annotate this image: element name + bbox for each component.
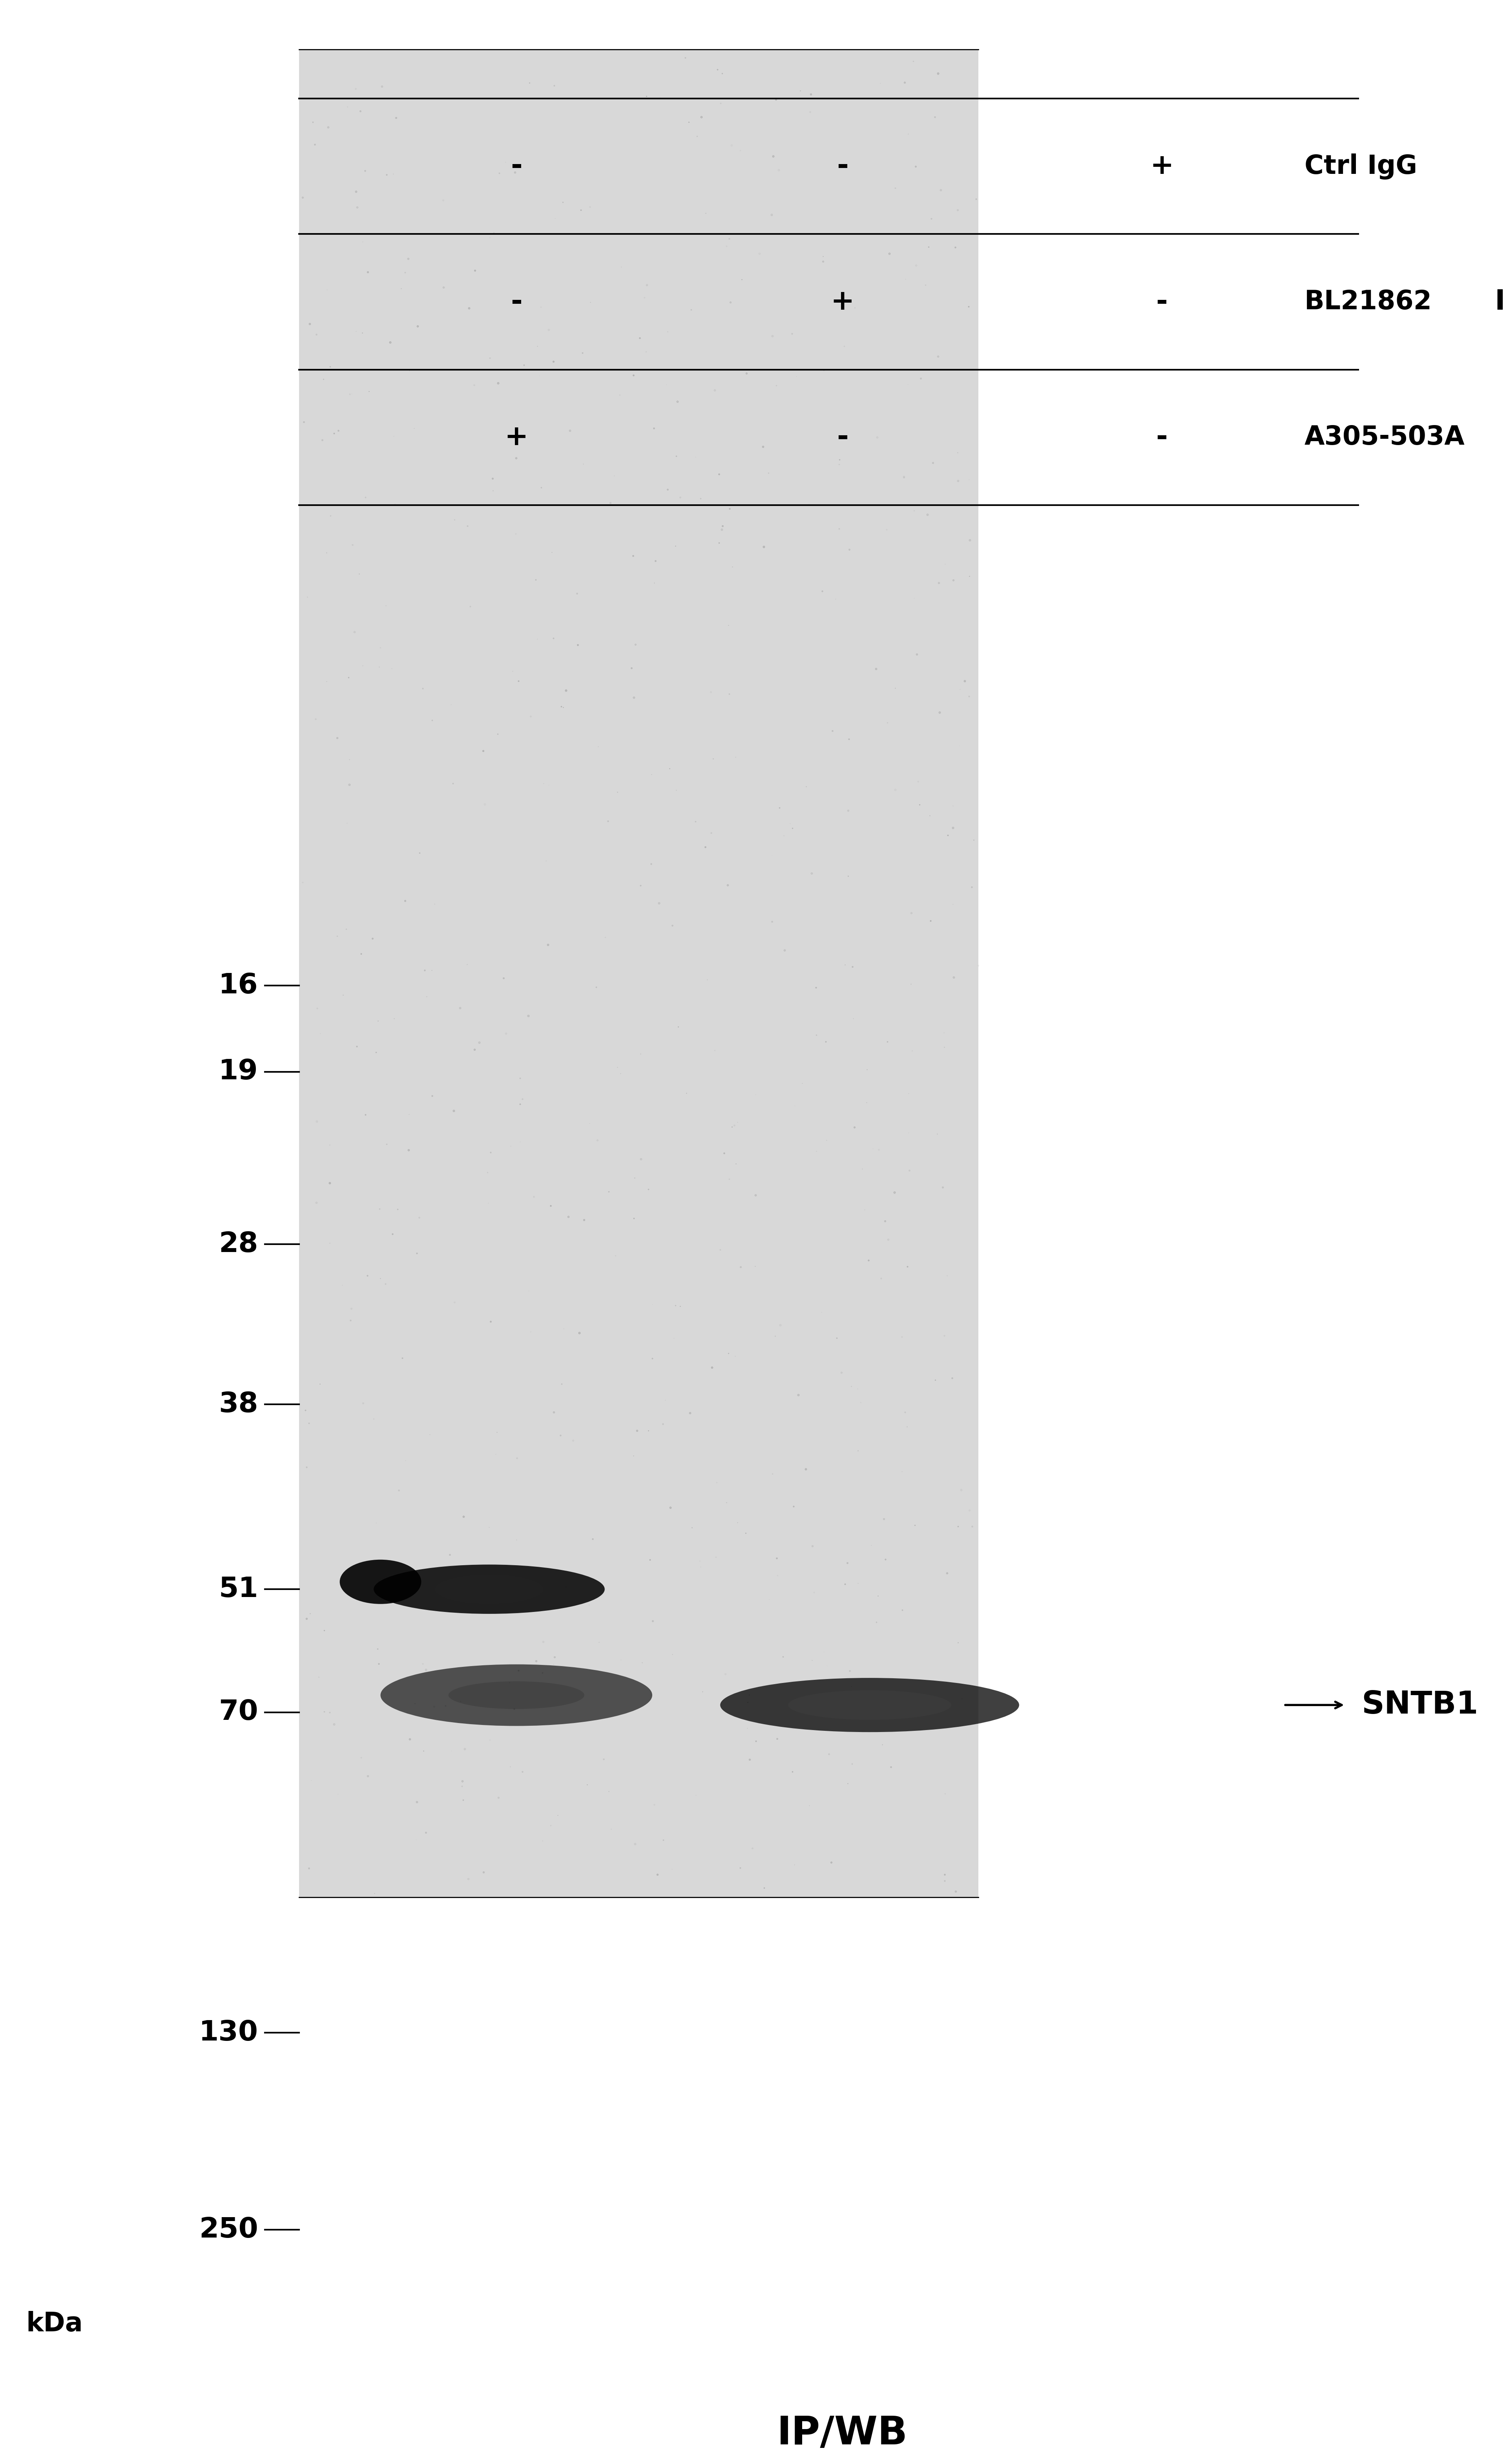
Text: 70: 70 bbox=[219, 1698, 258, 1725]
Text: -: - bbox=[511, 288, 523, 315]
Text: IP/WB: IP/WB bbox=[778, 2415, 907, 2452]
Text: 19: 19 bbox=[219, 1057, 258, 1084]
Text: 51: 51 bbox=[219, 1574, 258, 1602]
Text: 130: 130 bbox=[199, 2018, 258, 2045]
Ellipse shape bbox=[380, 1663, 653, 1725]
Bar bbox=[298, 49, 978, 1897]
Ellipse shape bbox=[449, 1680, 585, 1710]
Text: 38: 38 bbox=[219, 1390, 258, 1417]
Ellipse shape bbox=[436, 1574, 544, 1604]
Ellipse shape bbox=[374, 1565, 604, 1614]
Text: IP: IP bbox=[1495, 288, 1507, 315]
Text: 16: 16 bbox=[219, 971, 258, 998]
Text: A305-503A: A305-503A bbox=[1305, 424, 1465, 451]
Ellipse shape bbox=[788, 1690, 951, 1720]
Text: +: + bbox=[1150, 153, 1174, 180]
Text: -: - bbox=[836, 153, 848, 180]
Ellipse shape bbox=[339, 1560, 422, 1604]
Text: 28: 28 bbox=[219, 1230, 258, 1257]
Text: -: - bbox=[1156, 424, 1168, 451]
Text: +: + bbox=[505, 424, 529, 451]
Text: kDa: kDa bbox=[26, 2311, 83, 2336]
Text: BL21862: BL21862 bbox=[1305, 288, 1432, 315]
Text: SNTB1: SNTB1 bbox=[1362, 1690, 1478, 1720]
Text: 250: 250 bbox=[199, 2215, 258, 2242]
Text: Ctrl IgG: Ctrl IgG bbox=[1305, 153, 1417, 180]
Text: -: - bbox=[511, 153, 523, 180]
Text: -: - bbox=[1156, 288, 1168, 315]
Ellipse shape bbox=[720, 1678, 1019, 1732]
Text: +: + bbox=[830, 288, 854, 315]
Text: -: - bbox=[836, 424, 848, 451]
